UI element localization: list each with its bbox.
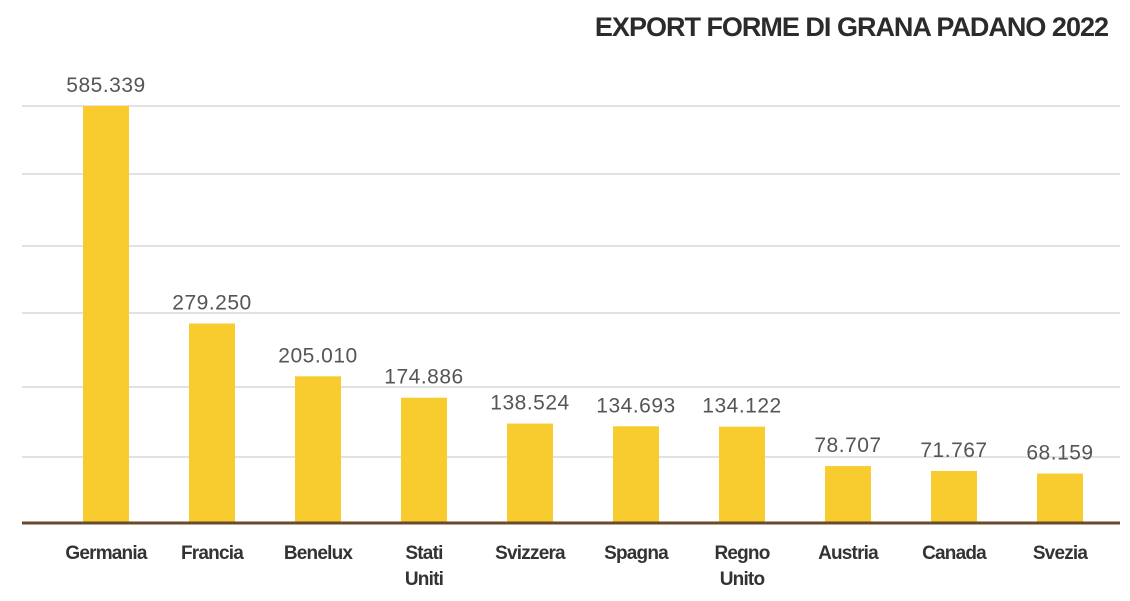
bar xyxy=(1037,473,1083,522)
value-label: 138.524 xyxy=(490,392,569,415)
bar xyxy=(931,470,977,522)
bar xyxy=(613,426,659,522)
x-tick-label: Svizzera xyxy=(495,543,565,564)
value-label: 134.693 xyxy=(596,394,675,417)
x-tick-label: Spagna xyxy=(604,543,669,564)
grid xyxy=(22,105,1120,458)
x-tick-label: Stati Uniti xyxy=(404,543,444,590)
x-tick-label: Francia xyxy=(181,543,244,564)
bar xyxy=(401,397,447,522)
value-label: 134.122 xyxy=(702,395,781,418)
bar xyxy=(719,426,765,522)
x-tick-label: Benelux xyxy=(283,543,353,564)
x-tick-label: Austria xyxy=(818,543,879,564)
x-tick-label: Canada xyxy=(922,543,987,564)
bar xyxy=(83,106,129,523)
value-label: 205.010 xyxy=(278,344,357,367)
value-label: 279.250 xyxy=(172,292,251,315)
x-tick-label: Germania xyxy=(65,543,147,564)
x-tick-label: Svezia xyxy=(1032,543,1088,564)
bar xyxy=(295,376,341,522)
bar xyxy=(189,323,235,522)
value-label: 585.339 xyxy=(66,74,145,97)
chart-title: EXPORT FORME DI GRANA PADANO 2022 xyxy=(595,12,1108,42)
bar xyxy=(825,466,871,522)
value-label: 174.886 xyxy=(384,366,463,389)
x-tick-label: Regno Unito xyxy=(714,543,770,590)
bar xyxy=(507,423,553,522)
value-label: 68.159 xyxy=(1026,442,1093,465)
value-label: 71.767 xyxy=(920,439,987,462)
value-label: 78.707 xyxy=(814,434,881,457)
